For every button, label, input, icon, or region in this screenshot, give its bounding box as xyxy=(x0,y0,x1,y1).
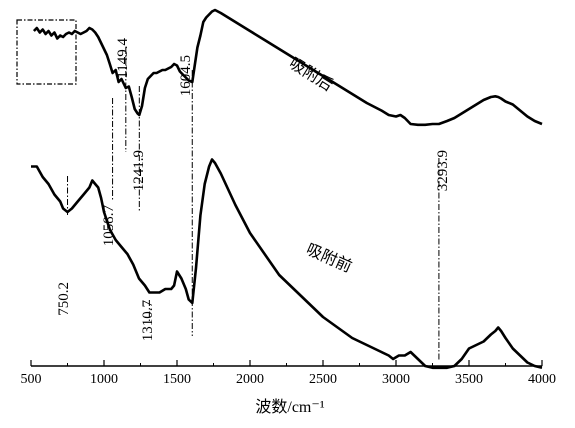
annotation-label: 1058.7 xyxy=(101,205,117,247)
x-tick-label: 3500 xyxy=(455,372,483,387)
x-tick-label: 2000 xyxy=(236,372,264,387)
x-tick-label: 1000 xyxy=(90,372,118,387)
annotation-label: 1149.4 xyxy=(115,38,131,79)
annotation-label: 1241.9 xyxy=(131,150,147,191)
x-tick-label: 4000 xyxy=(528,372,556,387)
curve-label-before: 吸附前 xyxy=(303,240,354,276)
curve-label-after: 吸附后 xyxy=(286,54,336,95)
annotation-label: 3293.9 xyxy=(435,150,451,191)
annotation-label: 1310.7 xyxy=(140,300,156,342)
x-axis-label: 波数/cm⁻¹ xyxy=(255,398,324,416)
series-lines xyxy=(31,8,543,370)
x-ticks: 500 1000 1500 2000 2500 3000 3500 4000 xyxy=(21,360,556,387)
series-line-after xyxy=(32,8,543,127)
annotation-label: 1604.5 xyxy=(178,55,194,96)
zoom-box xyxy=(16,19,77,85)
annotation-labels: 1149.4 1604.5 1058.7 1241.9 3293.9 750.2 1310.… xyxy=(56,38,451,342)
x-tick-label: 500 xyxy=(21,372,42,387)
annotation-guides xyxy=(67,48,440,360)
annotation-label: 750.2 xyxy=(56,282,72,316)
x-tick-label: 1500 xyxy=(163,372,191,387)
x-tick-label: 3000 xyxy=(382,372,410,387)
series-line-before xyxy=(31,158,543,370)
x-tick-label: 2500 xyxy=(309,372,337,387)
